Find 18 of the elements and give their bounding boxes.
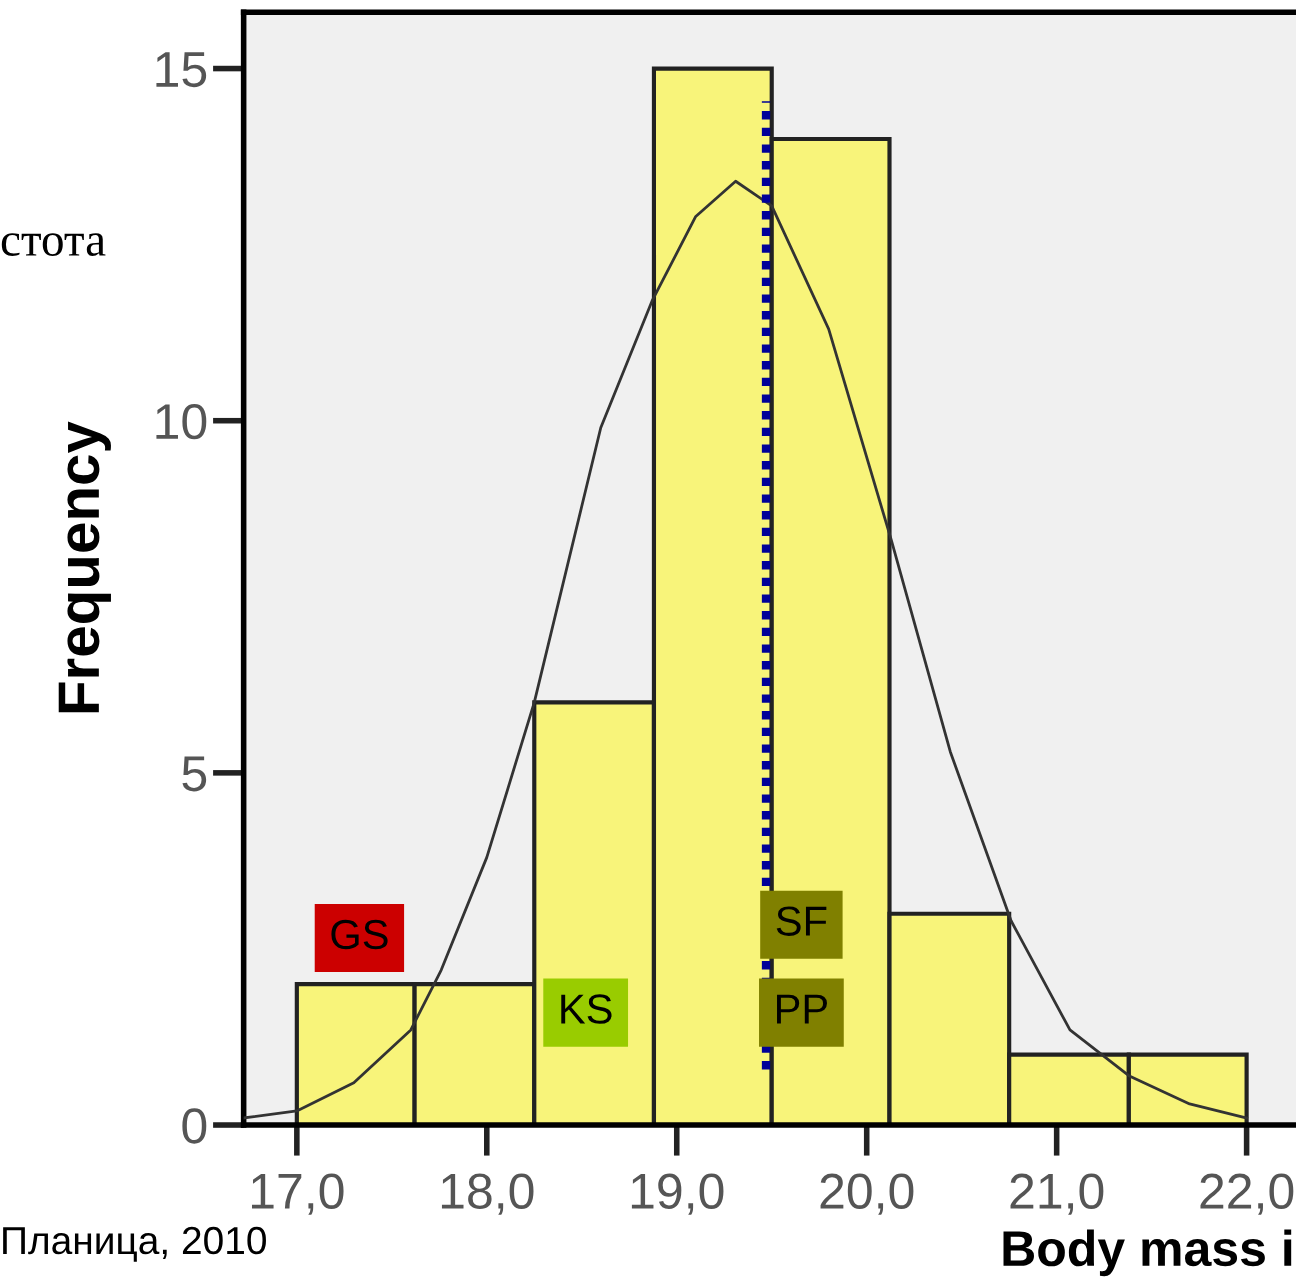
y-tick-label: 0 bbox=[182, 1108, 207, 1144]
annotation: SF bbox=[776, 906, 827, 936]
y-tick-label: 15 bbox=[156, 52, 207, 88]
x-tick-label: 21,0 bbox=[1010, 1173, 1104, 1215]
y-tick-label: 10 bbox=[156, 403, 207, 440]
x-tick-label: 19,0 bbox=[631, 1173, 724, 1215]
x-tick-label: 18,0 bbox=[441, 1173, 534, 1215]
y-axis-title: Frequency bbox=[58, 421, 111, 713]
text: Планица, 2010 bbox=[3, 1226, 266, 1262]
annotation: GS bbox=[331, 919, 388, 950]
annotation: KS bbox=[561, 994, 612, 1024]
annotation: PP bbox=[777, 994, 827, 1024]
x-axis-title: Body mass i bbox=[1003, 1229, 1292, 1277]
x-tick-label: 22,0 bbox=[1200, 1173, 1294, 1215]
text: стота bbox=[1, 233, 106, 256]
x-tick-label: 20,0 bbox=[820, 1173, 914, 1215]
x-tick-label: 17,0 bbox=[252, 1173, 344, 1215]
y-tick-label: 5 bbox=[182, 756, 207, 792]
